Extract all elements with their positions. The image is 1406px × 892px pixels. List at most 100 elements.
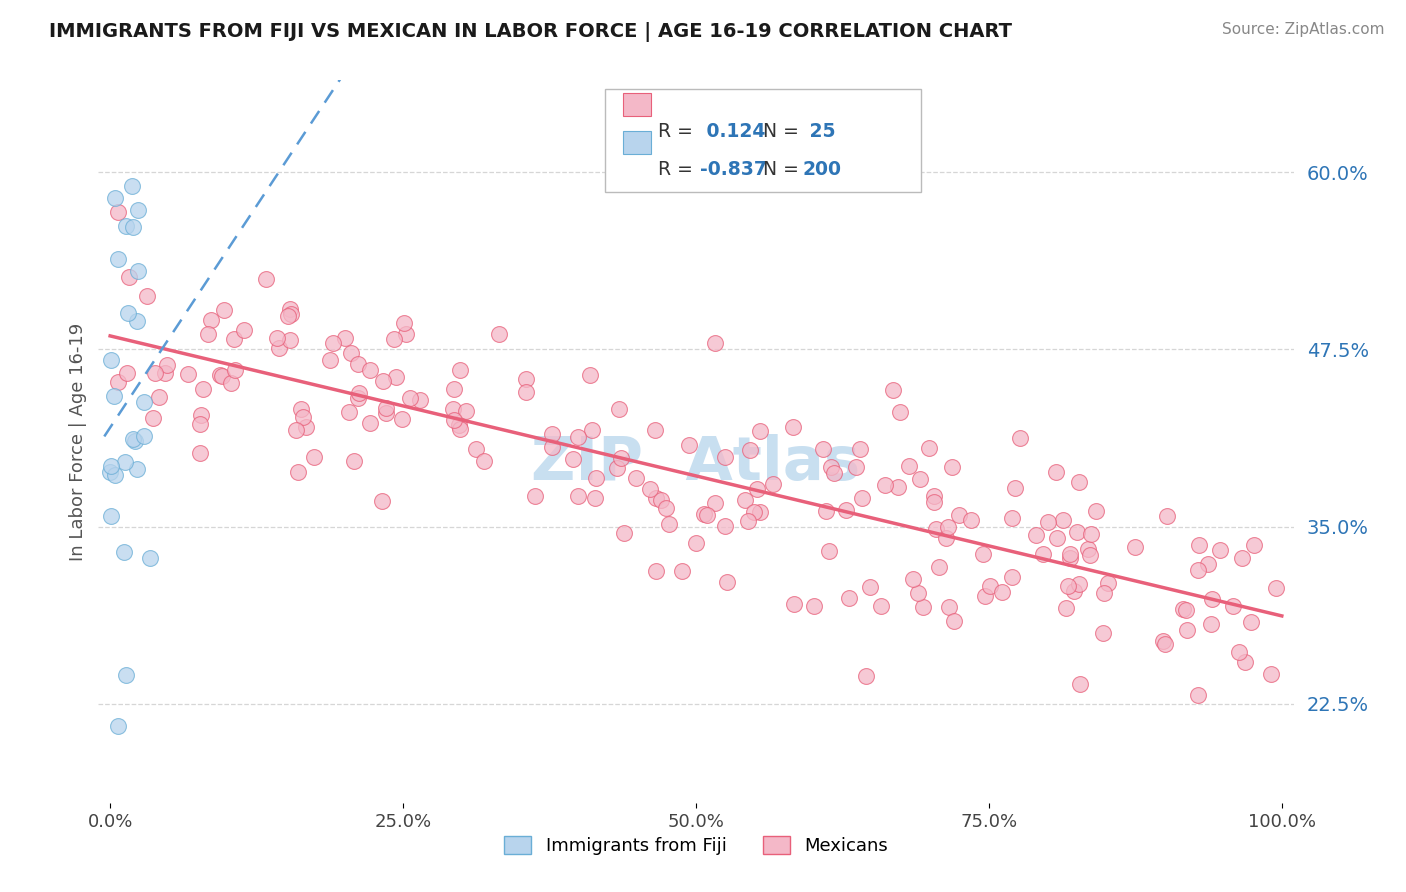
Point xyxy=(1025,527,1047,541)
Point xyxy=(127,264,149,278)
Point xyxy=(567,429,589,443)
Text: -0.837: -0.837 xyxy=(700,160,768,179)
Point xyxy=(254,272,277,286)
Point xyxy=(285,423,308,437)
Point xyxy=(613,525,636,540)
Text: 0.124: 0.124 xyxy=(700,121,765,141)
Point xyxy=(1265,581,1288,595)
Point xyxy=(928,559,950,574)
Point xyxy=(782,419,804,434)
Point xyxy=(1084,504,1107,518)
Point xyxy=(943,614,966,628)
Point xyxy=(136,289,159,303)
Point xyxy=(974,589,997,603)
Point xyxy=(813,442,835,456)
Point xyxy=(1069,677,1091,691)
Point xyxy=(449,363,471,377)
Point xyxy=(374,405,396,419)
Legend: Immigrants from Fiji, Mexicans: Immigrants from Fiji, Mexicans xyxy=(496,829,896,863)
Point xyxy=(224,363,246,377)
Point xyxy=(1197,557,1219,571)
Point xyxy=(820,460,842,475)
Point xyxy=(626,471,648,485)
Point xyxy=(278,301,301,316)
Point xyxy=(1045,465,1067,479)
Text: R =: R = xyxy=(658,121,699,141)
Point xyxy=(873,477,896,491)
Point xyxy=(1063,584,1085,599)
Point xyxy=(384,369,406,384)
Point xyxy=(1152,634,1174,648)
Point xyxy=(1230,551,1253,566)
Point xyxy=(456,403,478,417)
Point xyxy=(1227,645,1250,659)
Point xyxy=(858,581,880,595)
Point xyxy=(156,358,179,372)
Point xyxy=(747,483,769,497)
Point xyxy=(1201,591,1223,606)
Point xyxy=(347,386,370,401)
Point xyxy=(1091,626,1114,640)
Point xyxy=(212,303,235,318)
Point xyxy=(107,252,129,266)
Point xyxy=(583,491,606,506)
Point xyxy=(124,434,146,448)
Point xyxy=(897,458,920,473)
Point xyxy=(562,452,585,467)
Point xyxy=(1052,513,1074,527)
Point xyxy=(882,384,904,398)
Point xyxy=(938,600,960,615)
Point xyxy=(104,191,127,205)
Point xyxy=(1004,481,1026,495)
Point xyxy=(343,454,366,468)
Point xyxy=(335,330,357,344)
Point xyxy=(134,429,156,443)
Point xyxy=(125,314,148,328)
Text: 200: 200 xyxy=(803,160,842,179)
Point xyxy=(370,493,392,508)
Point xyxy=(391,412,413,426)
Point xyxy=(200,313,222,327)
Point xyxy=(98,465,121,479)
Point xyxy=(908,472,931,486)
Point xyxy=(100,458,122,473)
Point xyxy=(748,505,770,519)
Point xyxy=(1067,576,1090,591)
Point xyxy=(347,391,370,405)
Point xyxy=(347,357,370,371)
Text: ZIP  Atlas: ZIP Atlas xyxy=(531,434,860,492)
Point xyxy=(267,341,290,355)
Point xyxy=(936,520,959,534)
Text: Source: ZipAtlas.com: Source: ZipAtlas.com xyxy=(1222,22,1385,37)
Point xyxy=(322,335,344,350)
Point xyxy=(1077,542,1099,557)
Point xyxy=(523,489,546,503)
Point xyxy=(359,417,381,431)
Point xyxy=(740,443,762,458)
Point xyxy=(278,334,301,348)
Point xyxy=(655,500,678,515)
Point xyxy=(658,517,681,532)
Point xyxy=(959,513,981,527)
Point xyxy=(117,270,139,285)
Point xyxy=(1233,655,1256,669)
Point xyxy=(734,493,756,508)
Point xyxy=(818,544,841,558)
Point xyxy=(1240,615,1263,629)
Point xyxy=(472,454,495,468)
Point xyxy=(465,442,488,456)
Point xyxy=(443,382,465,396)
Point xyxy=(371,374,394,388)
Point xyxy=(979,579,1001,593)
Point xyxy=(1187,538,1209,552)
Point xyxy=(585,471,607,485)
Point xyxy=(907,586,929,600)
Point xyxy=(132,394,155,409)
Point xyxy=(188,446,211,460)
Point xyxy=(515,384,537,399)
Point xyxy=(302,450,325,465)
Point xyxy=(1243,539,1265,553)
Point xyxy=(1078,548,1101,562)
Point xyxy=(567,490,589,504)
Point xyxy=(1001,570,1024,584)
